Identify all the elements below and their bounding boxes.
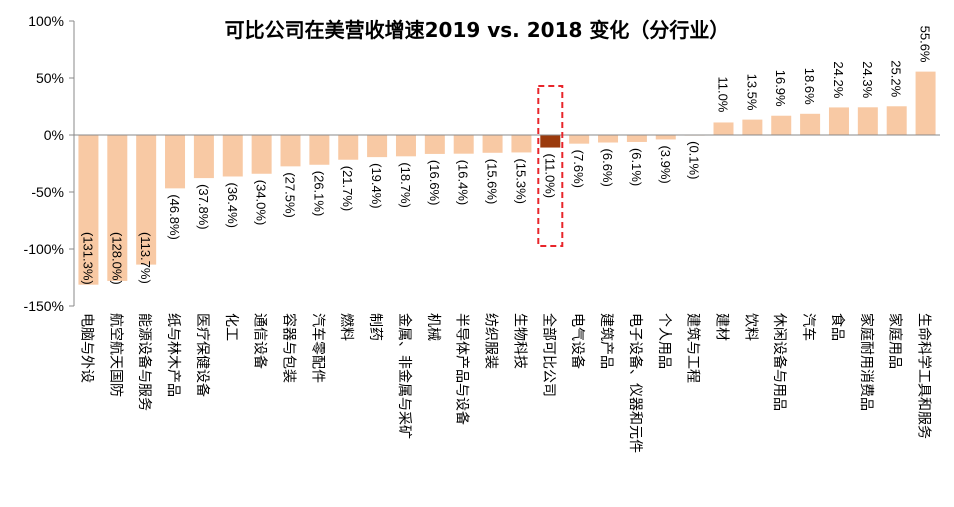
category-label: 容器与包装 — [281, 313, 298, 383]
category-label: 休闲设备与用品 — [771, 313, 788, 411]
bar — [626, 135, 647, 142]
category-label: 汽车零配件 — [309, 313, 326, 383]
bar — [309, 135, 330, 165]
category-label: 食品 — [829, 313, 846, 341]
category-label: 生命科学工具和服务 — [916, 313, 933, 439]
bar — [193, 135, 214, 179]
data-label: (16.6%) — [427, 160, 442, 206]
y-tick-label: -100% — [24, 241, 64, 257]
category-label: 医疗保健设备 — [194, 313, 211, 397]
bar — [800, 113, 821, 135]
bar — [136, 135, 157, 265]
data-label: (18.7%) — [398, 162, 413, 208]
data-label: (6.6%) — [600, 149, 615, 187]
bar — [424, 135, 445, 154]
bar — [338, 135, 359, 160]
data-label: (15.6%) — [485, 159, 500, 205]
bar — [482, 135, 503, 153]
data-label: (15.3%) — [513, 158, 528, 204]
data-label: 18.6% — [802, 68, 817, 105]
category-label: 半导体产品与设备 — [454, 313, 471, 425]
bar — [915, 71, 936, 135]
category-label: 建筑产品 — [598, 313, 614, 369]
category-label: 机械 — [425, 313, 441, 341]
category-label: 家庭耐用消费品 — [858, 313, 875, 411]
category-label: 建材 — [714, 313, 730, 341]
bar — [395, 135, 416, 157]
category-label: 纸与林木产品 — [165, 313, 181, 397]
bar — [598, 135, 619, 143]
data-label: 13.5% — [744, 74, 759, 111]
data-label: (21.7%) — [340, 166, 355, 212]
data-label: 24.3% — [860, 61, 875, 98]
data-label: (36.4%) — [225, 182, 240, 228]
bar — [222, 135, 243, 177]
category-label: 通信设备 — [252, 313, 269, 369]
data-label: (131.3%) — [80, 232, 95, 285]
chart-title: 可比公司在美营收增速2019 vs. 2018 变化（分行业） — [224, 18, 730, 42]
data-label: 16.9% — [773, 70, 788, 107]
category-label: 汽车 — [800, 313, 817, 341]
category-label: 制药 — [367, 313, 383, 341]
data-label: (113.7%) — [138, 232, 153, 284]
data-label: (27.5%) — [283, 172, 298, 218]
bar — [107, 135, 128, 281]
bar — [251, 135, 272, 174]
bar — [655, 135, 676, 140]
data-label: (16.4%) — [456, 160, 471, 206]
bar — [771, 115, 792, 135]
bar — [569, 135, 590, 144]
category-label: 生物科技 — [511, 313, 527, 369]
y-tick-label: -150% — [24, 298, 64, 314]
data-label: (26.1%) — [311, 171, 326, 217]
category-label: 电气设备 — [569, 313, 586, 369]
bar — [886, 106, 907, 135]
data-label: (11.0%) — [542, 154, 557, 199]
data-label: 11.0% — [716, 76, 731, 112]
bar — [367, 135, 388, 158]
bar — [540, 135, 561, 148]
data-label: (6.1%) — [629, 148, 644, 186]
category-label: 家庭用品 — [887, 313, 904, 369]
category-label: 化工 — [223, 313, 239, 341]
bar — [453, 135, 474, 154]
data-label: (0.1%) — [687, 141, 702, 179]
data-label: (37.8%) — [196, 184, 211, 230]
data-label: (34.0%) — [254, 180, 269, 226]
data-label: (7.6%) — [571, 150, 586, 188]
data-label: (3.9%) — [658, 145, 673, 183]
bar — [828, 107, 849, 135]
y-tick-label: 0% — [44, 127, 64, 143]
category-label: 航空航天国防 — [107, 313, 123, 397]
y-tick-label: 50% — [36, 70, 64, 86]
category-label: 纺织服装 — [483, 313, 499, 369]
category-label: 个人用品 — [656, 313, 672, 369]
y-tick-label: -50% — [31, 184, 64, 200]
category-label: 金属、非金属与采矿 — [396, 313, 412, 439]
category-label: 电子设备、仪器和元件 — [627, 313, 644, 453]
bar — [857, 107, 878, 135]
data-label: 55.6% — [918, 26, 933, 63]
data-label: 24.2% — [831, 61, 846, 98]
bar — [280, 135, 301, 167]
category-label: 能源设备与服务 — [136, 313, 153, 411]
data-label: 25.2% — [889, 60, 904, 97]
highlight-box — [537, 85, 564, 247]
category-label: 全部可比公司 — [540, 313, 557, 397]
bar — [78, 135, 99, 285]
category-label: 燃料 — [338, 313, 355, 341]
bar — [511, 135, 532, 153]
data-label: (128.0%) — [109, 232, 124, 285]
data-label: (19.4%) — [369, 163, 384, 209]
bar — [742, 119, 763, 135]
bar — [165, 135, 186, 189]
category-label: 建筑与工程 — [685, 313, 701, 383]
category-label: 电脑与外设 — [78, 313, 94, 383]
category-label: 饮料 — [742, 313, 758, 341]
y-tick-label: 100% — [28, 13, 64, 29]
data-label: (46.8%) — [167, 194, 182, 240]
bar — [713, 122, 734, 135]
